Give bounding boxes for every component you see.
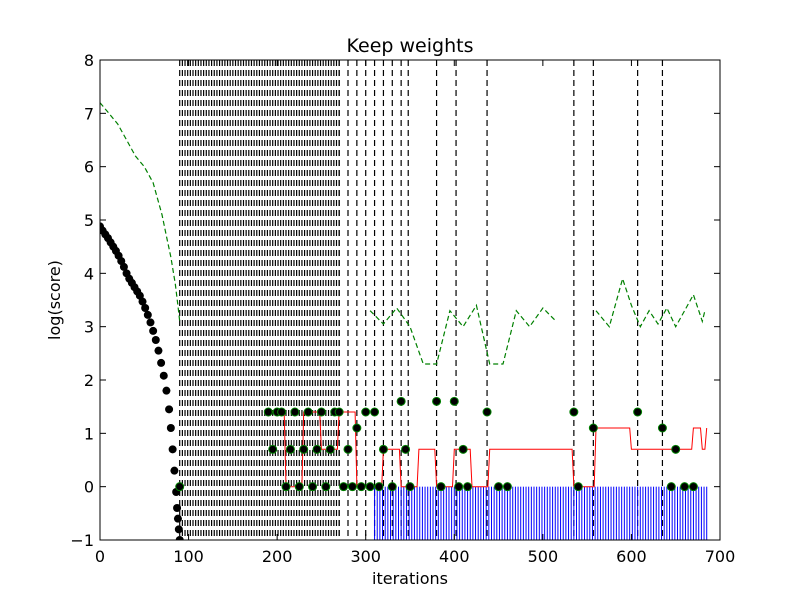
x-axis: 0 100 200 300 400 500 600 700 xyxy=(95,60,735,566)
marker-dot xyxy=(361,407,371,417)
x-tick-label: 400 xyxy=(439,547,470,566)
marker-dot xyxy=(299,444,309,454)
marker-dot xyxy=(378,444,388,454)
green-dashed-line xyxy=(595,276,706,329)
chart-title: Keep weights xyxy=(347,35,474,57)
decay-dot xyxy=(119,262,128,271)
marker-dot xyxy=(290,407,300,417)
x-tick-label: 300 xyxy=(350,547,381,566)
x-tick-label: 500 xyxy=(528,547,559,566)
decay-dot xyxy=(141,304,150,312)
y-tick-label: 1 xyxy=(84,424,94,443)
marker-dot xyxy=(401,444,411,454)
marker-dot xyxy=(343,444,353,454)
green-dashed-line xyxy=(100,102,181,322)
marker-dot xyxy=(387,482,397,492)
x-tick-label: 200 xyxy=(262,547,293,566)
marker-dot xyxy=(449,396,459,406)
decay-dot xyxy=(157,358,166,367)
marker-dot xyxy=(374,482,384,492)
decay-dot xyxy=(154,346,163,355)
marker-dot xyxy=(463,482,473,492)
marker-dot xyxy=(365,482,375,492)
x-tick-label: 0 xyxy=(95,547,105,566)
axes-frame xyxy=(99,59,721,541)
x-axis-label: iterations xyxy=(372,569,448,588)
marker-dot xyxy=(458,444,468,454)
decay-dot xyxy=(162,386,171,395)
y-tick-label: 0 xyxy=(84,478,94,497)
decay-dot xyxy=(149,326,158,335)
decay-dot xyxy=(174,525,183,534)
marker-dot xyxy=(671,444,681,454)
marker-dot xyxy=(633,407,643,417)
x-tick-label: 600 xyxy=(616,547,647,566)
marker-dot xyxy=(436,482,446,492)
marker-dot xyxy=(339,482,349,492)
marker-dot xyxy=(405,482,415,492)
marker-dot xyxy=(370,407,380,417)
decay-dot xyxy=(159,371,168,380)
y-tick-label: 3 xyxy=(84,318,94,337)
decay-dot xyxy=(170,466,179,475)
decay-dot xyxy=(146,318,155,327)
marker-dot xyxy=(666,482,676,492)
marker-dot xyxy=(588,423,598,433)
x-tick-label: 700 xyxy=(705,547,736,566)
marker-dot xyxy=(356,482,366,492)
marker-dot xyxy=(494,482,504,492)
plot-clipped-group xyxy=(100,60,708,540)
marker-dot xyxy=(657,423,667,433)
y-tick-label: −1 xyxy=(70,531,94,550)
y-axis-label: log(score) xyxy=(45,260,64,340)
marker-dot xyxy=(281,482,291,492)
y-tick-label: 8 xyxy=(84,51,94,70)
y-tick-label: 7 xyxy=(84,104,94,123)
marker-dot xyxy=(321,482,331,492)
marker-dot xyxy=(573,482,583,492)
marker-dot xyxy=(454,482,464,492)
marker-dot xyxy=(347,482,357,492)
decay-dot xyxy=(168,445,177,454)
decay-dot xyxy=(175,536,184,540)
decay-dot xyxy=(151,336,160,344)
y-tick-label: 5 xyxy=(84,211,94,230)
marker-dot xyxy=(502,482,512,492)
marker-dot xyxy=(268,444,278,454)
marker-dot xyxy=(352,423,362,433)
y-tick-label: 4 xyxy=(84,264,94,283)
red-line xyxy=(268,411,708,488)
marker-dot xyxy=(334,407,344,417)
decay-dot xyxy=(165,405,174,414)
marker-dot xyxy=(308,482,318,492)
decay-dot xyxy=(143,310,152,319)
y-tick-label: 6 xyxy=(84,158,94,177)
marker-dot xyxy=(396,396,406,406)
marker-dot xyxy=(263,407,273,417)
y-axis: −1 0 1 2 3 4 5 6 7 8 xyxy=(70,51,720,550)
decay-dot xyxy=(138,297,147,306)
decay-dot xyxy=(173,504,182,512)
marker-dot xyxy=(277,407,287,417)
x-tick-label: 100 xyxy=(173,547,204,566)
marker-dot xyxy=(325,444,335,454)
plot-area xyxy=(100,60,708,540)
marker-dot xyxy=(688,482,698,492)
decay-dot xyxy=(173,514,182,523)
marker-dot xyxy=(569,407,579,417)
marker-dot xyxy=(482,407,492,417)
marker-dot xyxy=(175,482,185,492)
marker-dot xyxy=(285,444,295,454)
marker-dot xyxy=(303,407,313,417)
marker-dot xyxy=(432,396,442,406)
marker-dot xyxy=(680,482,690,492)
marker-dot xyxy=(316,407,326,417)
decay-dot xyxy=(166,424,175,432)
marker-dot xyxy=(312,444,322,454)
y-tick-label: 2 xyxy=(84,371,94,390)
marker-dot xyxy=(294,482,304,492)
